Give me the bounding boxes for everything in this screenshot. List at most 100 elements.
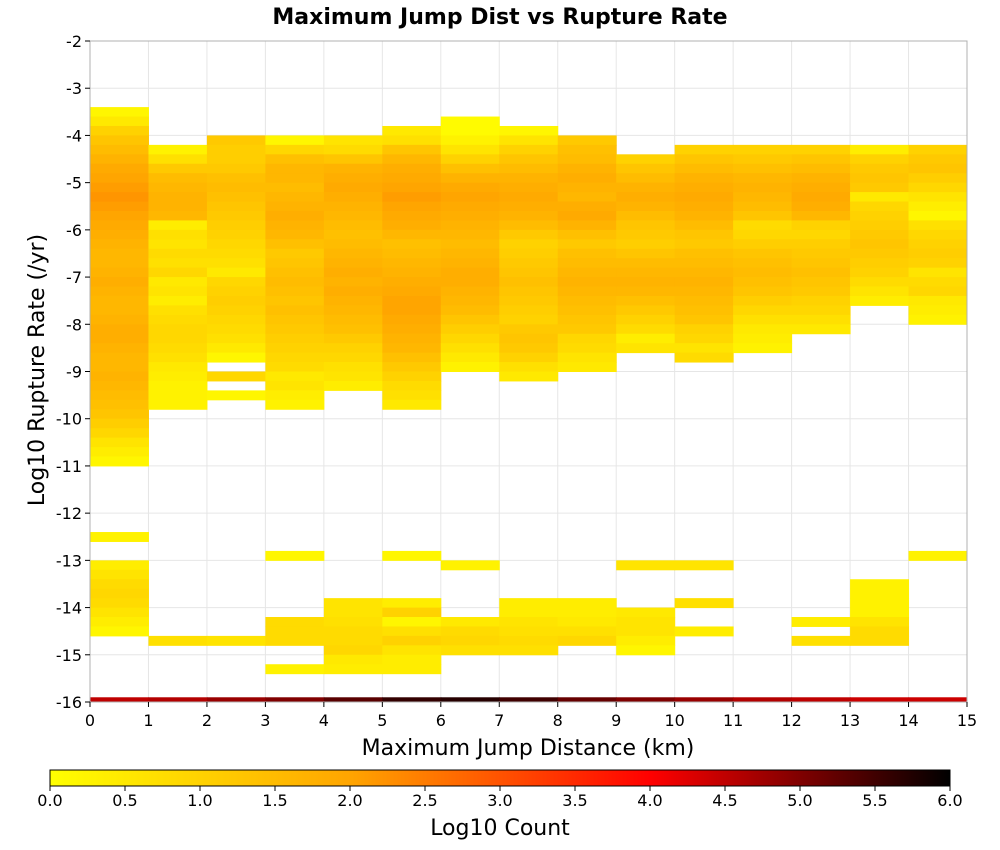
y-tick-label: -6 — [66, 221, 82, 240]
heatmap-cell — [850, 154, 910, 165]
heatmap-cell — [616, 192, 676, 203]
heatmap-cell — [791, 229, 851, 240]
heatmap-cell — [382, 626, 442, 637]
heatmap-cell — [733, 229, 793, 240]
y-tick-label: -16 — [56, 693, 82, 712]
heatmap-cell — [616, 220, 676, 231]
heatmap-cell — [908, 550, 968, 561]
heatmap-cell — [616, 286, 676, 297]
heatmap-cell — [850, 258, 910, 269]
heatmap-cell — [557, 324, 617, 335]
heatmap-cell — [206, 201, 266, 212]
heatmap-cell — [733, 192, 793, 203]
heatmap-cell — [791, 324, 851, 335]
x-tick-label: 12 — [781, 711, 801, 730]
heatmap-cell — [499, 248, 559, 259]
heatmap-cell — [265, 267, 325, 278]
heatmap-cell — [265, 163, 325, 174]
heatmap-cell — [382, 125, 442, 136]
heatmap-cell — [206, 286, 266, 297]
heatmap-cell — [265, 333, 325, 344]
heatmap-cell — [382, 550, 442, 561]
heatmap-cell — [148, 248, 208, 259]
heatmap-cell-bottom — [733, 697, 793, 702]
heatmap-cell — [499, 635, 559, 646]
x-tick-label: 2 — [202, 711, 212, 730]
heatmap-cell — [206, 220, 266, 231]
heatmap-cell — [382, 182, 442, 193]
heatmap-cell — [557, 626, 617, 637]
heatmap-cell — [616, 607, 676, 618]
heatmap-cell — [265, 182, 325, 193]
heatmap-cell — [616, 295, 676, 306]
heatmap-cell — [733, 277, 793, 288]
heatmap-cell — [90, 579, 149, 590]
heatmap-cell — [557, 154, 617, 165]
heatmap-cell — [616, 333, 676, 344]
heatmap-cell — [616, 626, 676, 637]
heatmap-cell — [674, 144, 734, 155]
heatmap-cell — [382, 635, 442, 646]
heatmap-cell — [616, 201, 676, 212]
heatmap-cell — [90, 362, 149, 372]
heatmap-cell — [908, 258, 968, 269]
heatmap-cell — [148, 333, 208, 344]
colorbar-tick-label: 6.0 — [937, 791, 962, 810]
heatmap-cell — [148, 201, 208, 212]
heatmap-cell — [557, 305, 617, 316]
heatmap-cell — [90, 352, 149, 363]
heatmap-cell — [791, 305, 851, 316]
colorbar-tick-label: 0.5 — [112, 791, 137, 810]
heatmap-cell-bottom — [148, 697, 208, 702]
heatmap-cell — [499, 125, 559, 136]
heatmap-cell — [440, 144, 500, 155]
heatmap-cell-bottom — [90, 697, 149, 702]
heatmap-cell — [557, 286, 617, 297]
heatmap-cell — [148, 352, 208, 363]
heatmap-cell — [323, 617, 383, 627]
y-axis-ticks: -2 -3 -4 -5 -6 -7 -8 -9 -10 -11 -12 -13 -14 -15 -16 — [56, 32, 90, 712]
heatmap-cell — [908, 229, 968, 240]
heatmap-cell — [206, 390, 266, 401]
heatmap-cell — [733, 210, 793, 221]
heatmap-cell — [90, 333, 149, 344]
heatmap-cell — [90, 286, 149, 297]
heatmap-cell — [674, 192, 734, 203]
heatmap-cell — [440, 201, 500, 212]
heatmap-cell — [382, 248, 442, 259]
heatmap-cell — [908, 163, 968, 174]
heatmap-cell-bottom — [908, 697, 968, 702]
heatmap-cell — [265, 229, 325, 240]
heatmap-cell-bottom — [674, 697, 734, 702]
heatmap-cell — [206, 154, 266, 165]
heatmap-cell — [908, 286, 968, 297]
x-tick-label: 11 — [723, 711, 743, 730]
heatmap-cell — [557, 607, 617, 618]
heatmap-cell — [499, 267, 559, 278]
y-tick-label: -8 — [66, 315, 82, 334]
heatmap-cell — [206, 144, 266, 155]
heatmap-cell — [674, 286, 734, 297]
heatmap-cell — [440, 343, 500, 354]
heatmap-cell — [791, 258, 851, 269]
heatmap-cell — [499, 239, 559, 250]
heatmap-cell — [440, 560, 500, 571]
heatmap-cell — [499, 371, 559, 382]
heatmap-cell — [265, 626, 325, 637]
heatmap-cell — [90, 532, 149, 542]
heatmap-cell — [265, 248, 325, 259]
heatmap-cell — [382, 286, 442, 297]
heatmap-cell — [674, 182, 734, 193]
heatmap-cell — [557, 362, 617, 372]
heatmap-cell — [323, 635, 383, 646]
heatmap-cell — [499, 192, 559, 203]
heatmap-cell — [382, 210, 442, 221]
heatmap-cell — [265, 617, 325, 627]
heatmap-cell — [850, 144, 910, 155]
heatmap-cell — [323, 210, 383, 221]
heatmap-cell — [206, 192, 266, 203]
heatmap-cell — [440, 635, 500, 646]
heatmap-cell — [148, 343, 208, 354]
heatmap-cell — [148, 305, 208, 316]
heatmap-cell — [206, 135, 266, 146]
